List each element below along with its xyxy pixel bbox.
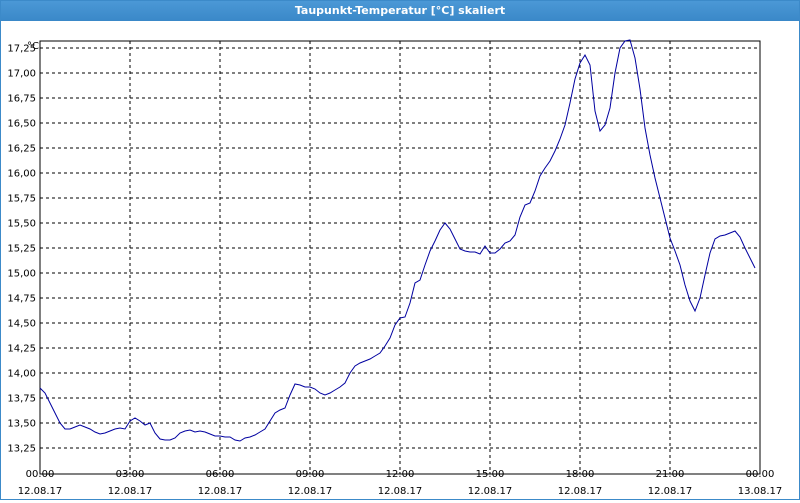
y-tick-label: 16,00 (7, 169, 36, 180)
x-tick-date-label: 12.08.17 (108, 486, 153, 497)
y-tick-label: 13,25 (7, 444, 36, 455)
window-title: Taupunkt-Temperatur [°C] skaliert (1, 1, 799, 21)
x-tick-date-label: 12.08.17 (18, 486, 63, 497)
x-tick-date-label: 12.08.17 (468, 486, 513, 497)
y-tick-label: 17,25 (7, 44, 36, 55)
x-tick-date-label: 12.08.17 (288, 486, 333, 497)
series-line-dew-point (39, 39, 756, 442)
x-axis: 00:00 12.08.17 03:00 12.08.17 06:00 12.08.17 0… (18, 469, 783, 497)
y-tick-label: 14,75 (7, 294, 36, 305)
y-tick-label: 15,75 (7, 194, 36, 205)
x-tick-time-label: 09:00 (296, 469, 325, 480)
y-tick-label: 15,00 (7, 269, 36, 280)
y-axis-unit-label: °C (27, 41, 39, 52)
x-tick-time-label: 00:00 (26, 469, 55, 480)
y-axis: °C 13,25 13,50 13,75 14,00 14,25 14,50 14,75 15… (7, 41, 39, 455)
y-tick-label: 16,25 (7, 144, 36, 155)
x-tick-time-label: 06:00 (206, 469, 235, 480)
x-tick-date-label: 12.08.17 (378, 486, 423, 497)
x-tick-date-label: 12.08.17 (198, 486, 243, 497)
x-tick-time-label: 15:00 (476, 469, 505, 480)
x-tick-date-label: 12.08.17 (648, 486, 693, 497)
y-tick-label: 13,50 (7, 419, 36, 430)
y-tick-label: 13,75 (7, 394, 36, 405)
y-tick-label: 15,25 (7, 244, 36, 255)
y-tick-label: 16,50 (7, 119, 36, 130)
y-tick-label: 15,50 (7, 219, 36, 230)
x-tick-date-label: 12.08.17 (558, 486, 603, 497)
x-tick-time-label: 12:00 (386, 469, 415, 480)
y-tick-label: 14,00 (7, 369, 36, 380)
y-tick-label: 16,75 (7, 94, 36, 105)
x-tick-time-label: 21:00 (656, 469, 685, 480)
y-tick-label: 17,00 (7, 69, 36, 80)
x-tick-time-label: 18:00 (566, 469, 595, 480)
x-tick-time-label: 00:00 (746, 469, 775, 480)
y-tick-label: 14,50 (7, 319, 36, 330)
x-tick-time-label: 03:00 (116, 469, 145, 480)
dew-point-chart: °C 13,25 13,50 13,75 14,00 14,25 14,50 14,75 15… (7, 39, 783, 497)
x-tick-date-label: 13.08.17 (738, 486, 783, 497)
grid-lines (40, 41, 760, 474)
y-tick-label: 14,25 (7, 344, 36, 355)
chart-area: °C 13,25 13,50 13,75 14,00 14,25 14,50 14,75 15… (1, 21, 799, 499)
